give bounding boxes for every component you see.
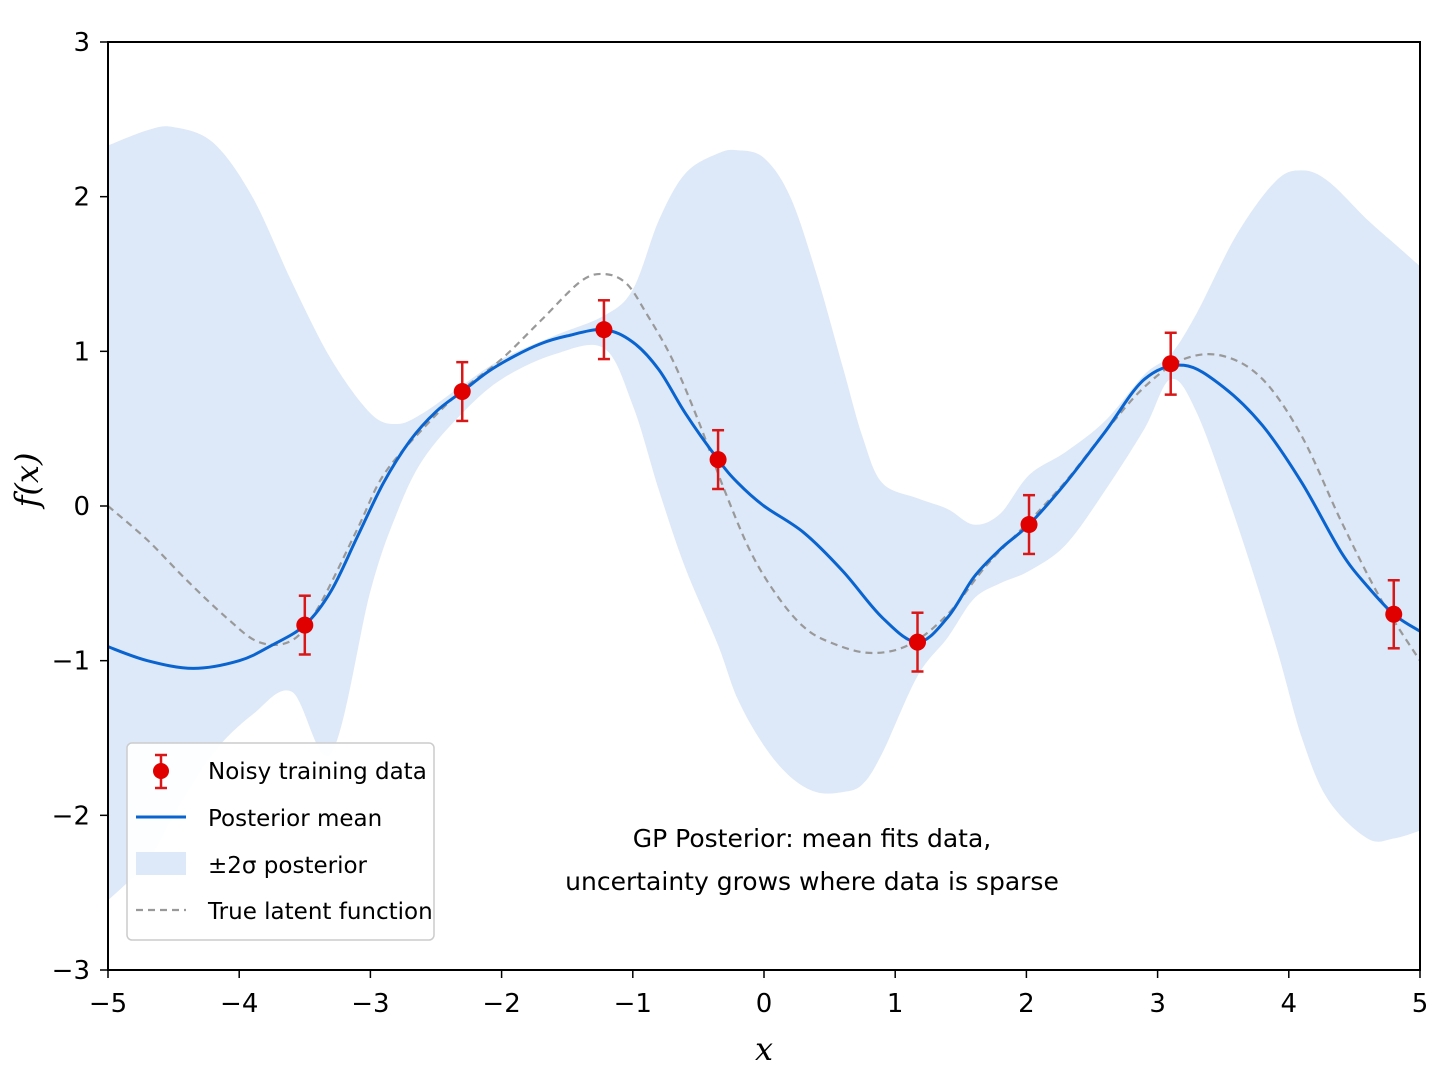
y-tick-label: 1: [73, 337, 90, 367]
y-tick-label: 0: [73, 492, 90, 522]
data-point: [709, 428, 727, 491]
data-marker: [296, 616, 314, 634]
data-marker: [1020, 516, 1038, 534]
y-tick-label: −3: [52, 956, 90, 986]
y-axis-title: f(x): [8, 453, 46, 510]
annotation-line-2: uncertainty grows where data is sparse: [565, 867, 1059, 896]
x-tick-label: 1: [887, 989, 904, 1019]
true-latent-function-line: [108, 272, 1420, 662]
legend-label-truth: True latent function: [207, 899, 433, 925]
legend-box: [126, 742, 435, 941]
x-tick-label: 4: [1281, 989, 1298, 1019]
x-tick-label: −5: [89, 989, 127, 1019]
legend-item-band: ±2σ posterior: [136, 852, 368, 879]
data-point: [595, 299, 613, 361]
legend-marker-icon: [153, 763, 169, 779]
y-tick-label: −2: [52, 801, 90, 831]
x-tick-label: 0: [756, 989, 773, 1019]
legend-item-data: Noisy training data: [153, 753, 427, 790]
y-tick-label: 3: [73, 28, 90, 58]
annotation-line-1: GP Posterior: mean fits data,: [633, 824, 991, 853]
legend-label-mean: Posterior mean: [208, 806, 382, 832]
annotation: GP Posterior: mean fits data, uncertaint…: [565, 824, 1059, 896]
x-tick-label: 5: [1412, 989, 1429, 1019]
data-marker: [1385, 605, 1403, 623]
x-tick-label: −2: [482, 989, 520, 1019]
data-marker: [453, 383, 471, 401]
legend-item-mean: Posterior mean: [136, 806, 382, 832]
data-marker: [1162, 355, 1180, 373]
plot-area: [108, 126, 1420, 901]
y-tick-label: 2: [73, 183, 90, 213]
data-point: [1162, 331, 1180, 396]
legend-label-data: Noisy training data: [208, 759, 427, 785]
data-marker: [709, 451, 727, 469]
data-point: [296, 594, 314, 656]
legend: Noisy training data Posterior mean ±2σ p…: [126, 742, 435, 941]
y-tick-label: −1: [52, 647, 90, 677]
data-point: [1020, 493, 1038, 556]
x-tick-label: 2: [1018, 989, 1035, 1019]
legend-item-truth: True latent function: [136, 899, 433, 925]
legend-label-band: ±2σ posterior: [208, 853, 368, 879]
data-point: [909, 611, 927, 673]
data-point: [1385, 578, 1403, 650]
posterior-mean-line: [108, 328, 1420, 670]
x-tick-label: −1: [614, 989, 652, 1019]
axes: −5 −4 −3 −2 −1 0 1 2 3 4 5 −3 −2 −1 0 1 2 3: [52, 28, 1429, 1019]
data-point: [453, 360, 471, 423]
data-marker: [595, 321, 613, 339]
x-tick-label: 3: [1149, 989, 1166, 1019]
x-tick-label: −3: [351, 989, 389, 1019]
data-marker: [909, 633, 927, 651]
posterior-band: [108, 126, 1420, 901]
x-tick-label: −4: [220, 989, 258, 1019]
x-axis-title: x: [755, 1030, 773, 1068]
legend-band-swatch-icon: [136, 852, 186, 875]
